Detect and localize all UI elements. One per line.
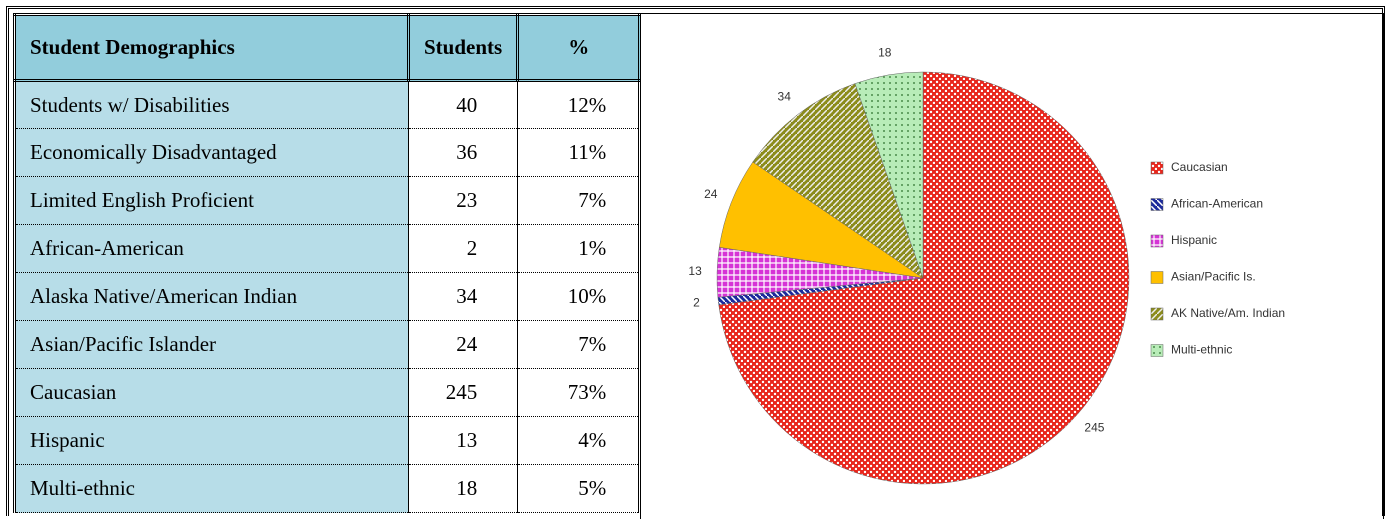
slice-label: 2 — [693, 296, 700, 310]
table-row: Multi-ethnic 18 5% — [13, 464, 642, 513]
slice-label: 13 — [688, 264, 702, 278]
pie-slice — [854, 71, 924, 279]
table-cell: 40 — [407, 80, 519, 129]
slice-label: 24 — [704, 187, 718, 201]
table-cell: 18 — [407, 464, 519, 513]
slice-label: 18 — [878, 45, 892, 59]
legend-swatch — [1150, 307, 1164, 321]
slice-label: 245 — [1084, 421, 1104, 435]
legend-label: African-American — [1171, 197, 1263, 211]
legend-swatch — [1150, 271, 1164, 284]
demographics-table: Student Demographics Students% Students w/… — [13, 13, 642, 513]
table-cell: Hispanic — [13, 416, 409, 465]
table-row: Asian/Pacific Islander 24 7% — [13, 320, 642, 369]
legend-label: Hispanic — [1171, 233, 1217, 247]
table-cell: 12% — [517, 80, 642, 129]
frame: Student Demographics Students% Students w/… — [6, 6, 1385, 519]
legend-swatch — [1150, 344, 1164, 357]
table-cell: 11% — [517, 128, 642, 177]
table-cell: African-American — [13, 224, 409, 273]
table-row: Caucasian 245 73% — [13, 368, 642, 417]
table-cell: 10% — [517, 272, 642, 321]
table-cell: 34 — [407, 272, 519, 321]
table-cell: Limited English Proficient — [13, 176, 409, 225]
table-row: Alaska Native/American Indian 34 10% — [13, 272, 642, 321]
chart-panel: 245 2 13 24 34 18 Caucasian African-American His… — [640, 13, 1384, 519]
legend-swatch — [1150, 161, 1164, 175]
table-cell: Caucasian — [13, 368, 409, 417]
table-cell: 5% — [517, 464, 642, 513]
table-cell: 24 — [407, 320, 519, 369]
slice-label: 34 — [778, 89, 792, 103]
table-row: Students w/ Disabilities 40 12% — [13, 80, 642, 129]
table-cell: Economically Disadvantaged — [13, 128, 409, 177]
header-cell: Student Demographics — [13, 13, 410, 82]
table-cell: 4% — [517, 416, 642, 465]
table-cell: 36 — [407, 128, 519, 177]
table-cell: Multi-ethnic — [13, 464, 409, 513]
legend-label: Asian/Pacific Is. — [1171, 270, 1256, 284]
table-cell: 2 — [407, 224, 519, 273]
table-cell: 7% — [517, 176, 642, 225]
legend-swatch — [1150, 198, 1164, 211]
legend-label: Multi-ethnic — [1171, 343, 1232, 357]
legend-label: AK Native/Am. Indian — [1171, 306, 1285, 320]
legend-swatch — [1150, 234, 1164, 248]
header-row: Student Demographics Students% — [13, 13, 642, 82]
table-cell: 1% — [517, 224, 642, 273]
legend-label: Caucasian — [1171, 160, 1228, 174]
header-cell: % — [516, 13, 642, 82]
table-row: Hispanic 13 4% — [13, 416, 642, 465]
table-cell: Asian/Pacific Islander — [13, 320, 409, 369]
table-cell: Students w/ Disabilities — [13, 80, 409, 129]
table-row: African-American 2 1% — [13, 224, 642, 273]
table-cell: 245 — [407, 368, 519, 417]
pie-chart: 245 2 13 24 34 18 Caucasian African-American His… — [688, 45, 1285, 485]
table-row: Limited English Proficient 23 7% — [13, 176, 642, 225]
table-cell: 13 — [407, 416, 519, 465]
table-cell: 23 — [407, 176, 519, 225]
header-cell: Students — [406, 13, 520, 82]
table-cell: 73% — [517, 368, 642, 417]
pie-slice — [718, 71, 1130, 485]
table-cell: 7% — [517, 320, 642, 369]
table-cell: Alaska Native/American Indian — [13, 272, 409, 321]
pie-slice — [752, 83, 924, 279]
table-row: Economically Disadvantaged 36 11% — [13, 128, 642, 177]
